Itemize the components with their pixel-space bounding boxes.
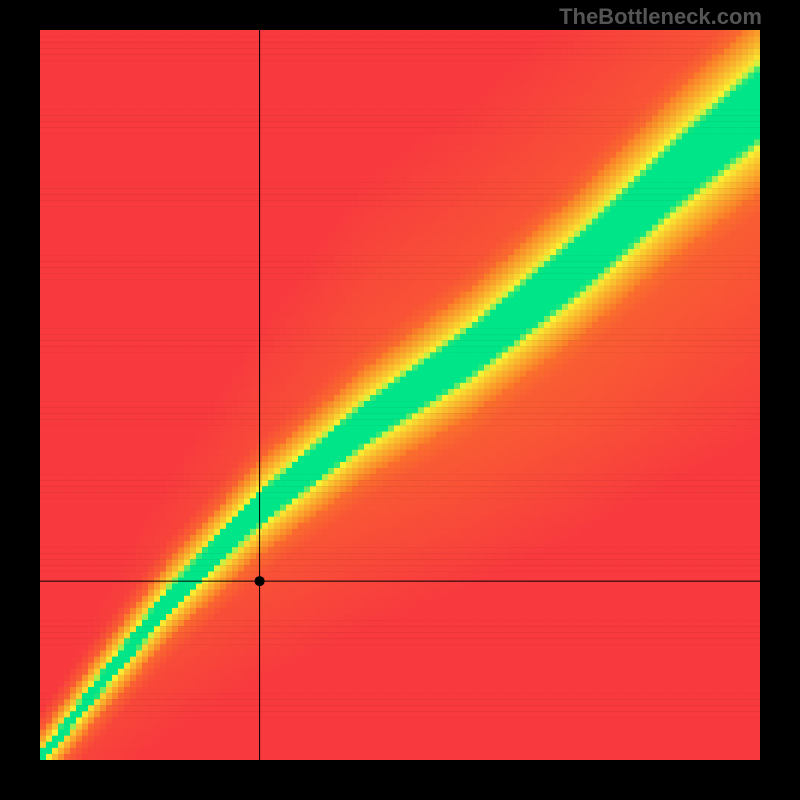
chart-container: TheBottleneck.com bbox=[0, 0, 800, 800]
watermark-text: TheBottleneck.com bbox=[559, 4, 762, 30]
heatmap-canvas bbox=[40, 30, 760, 760]
